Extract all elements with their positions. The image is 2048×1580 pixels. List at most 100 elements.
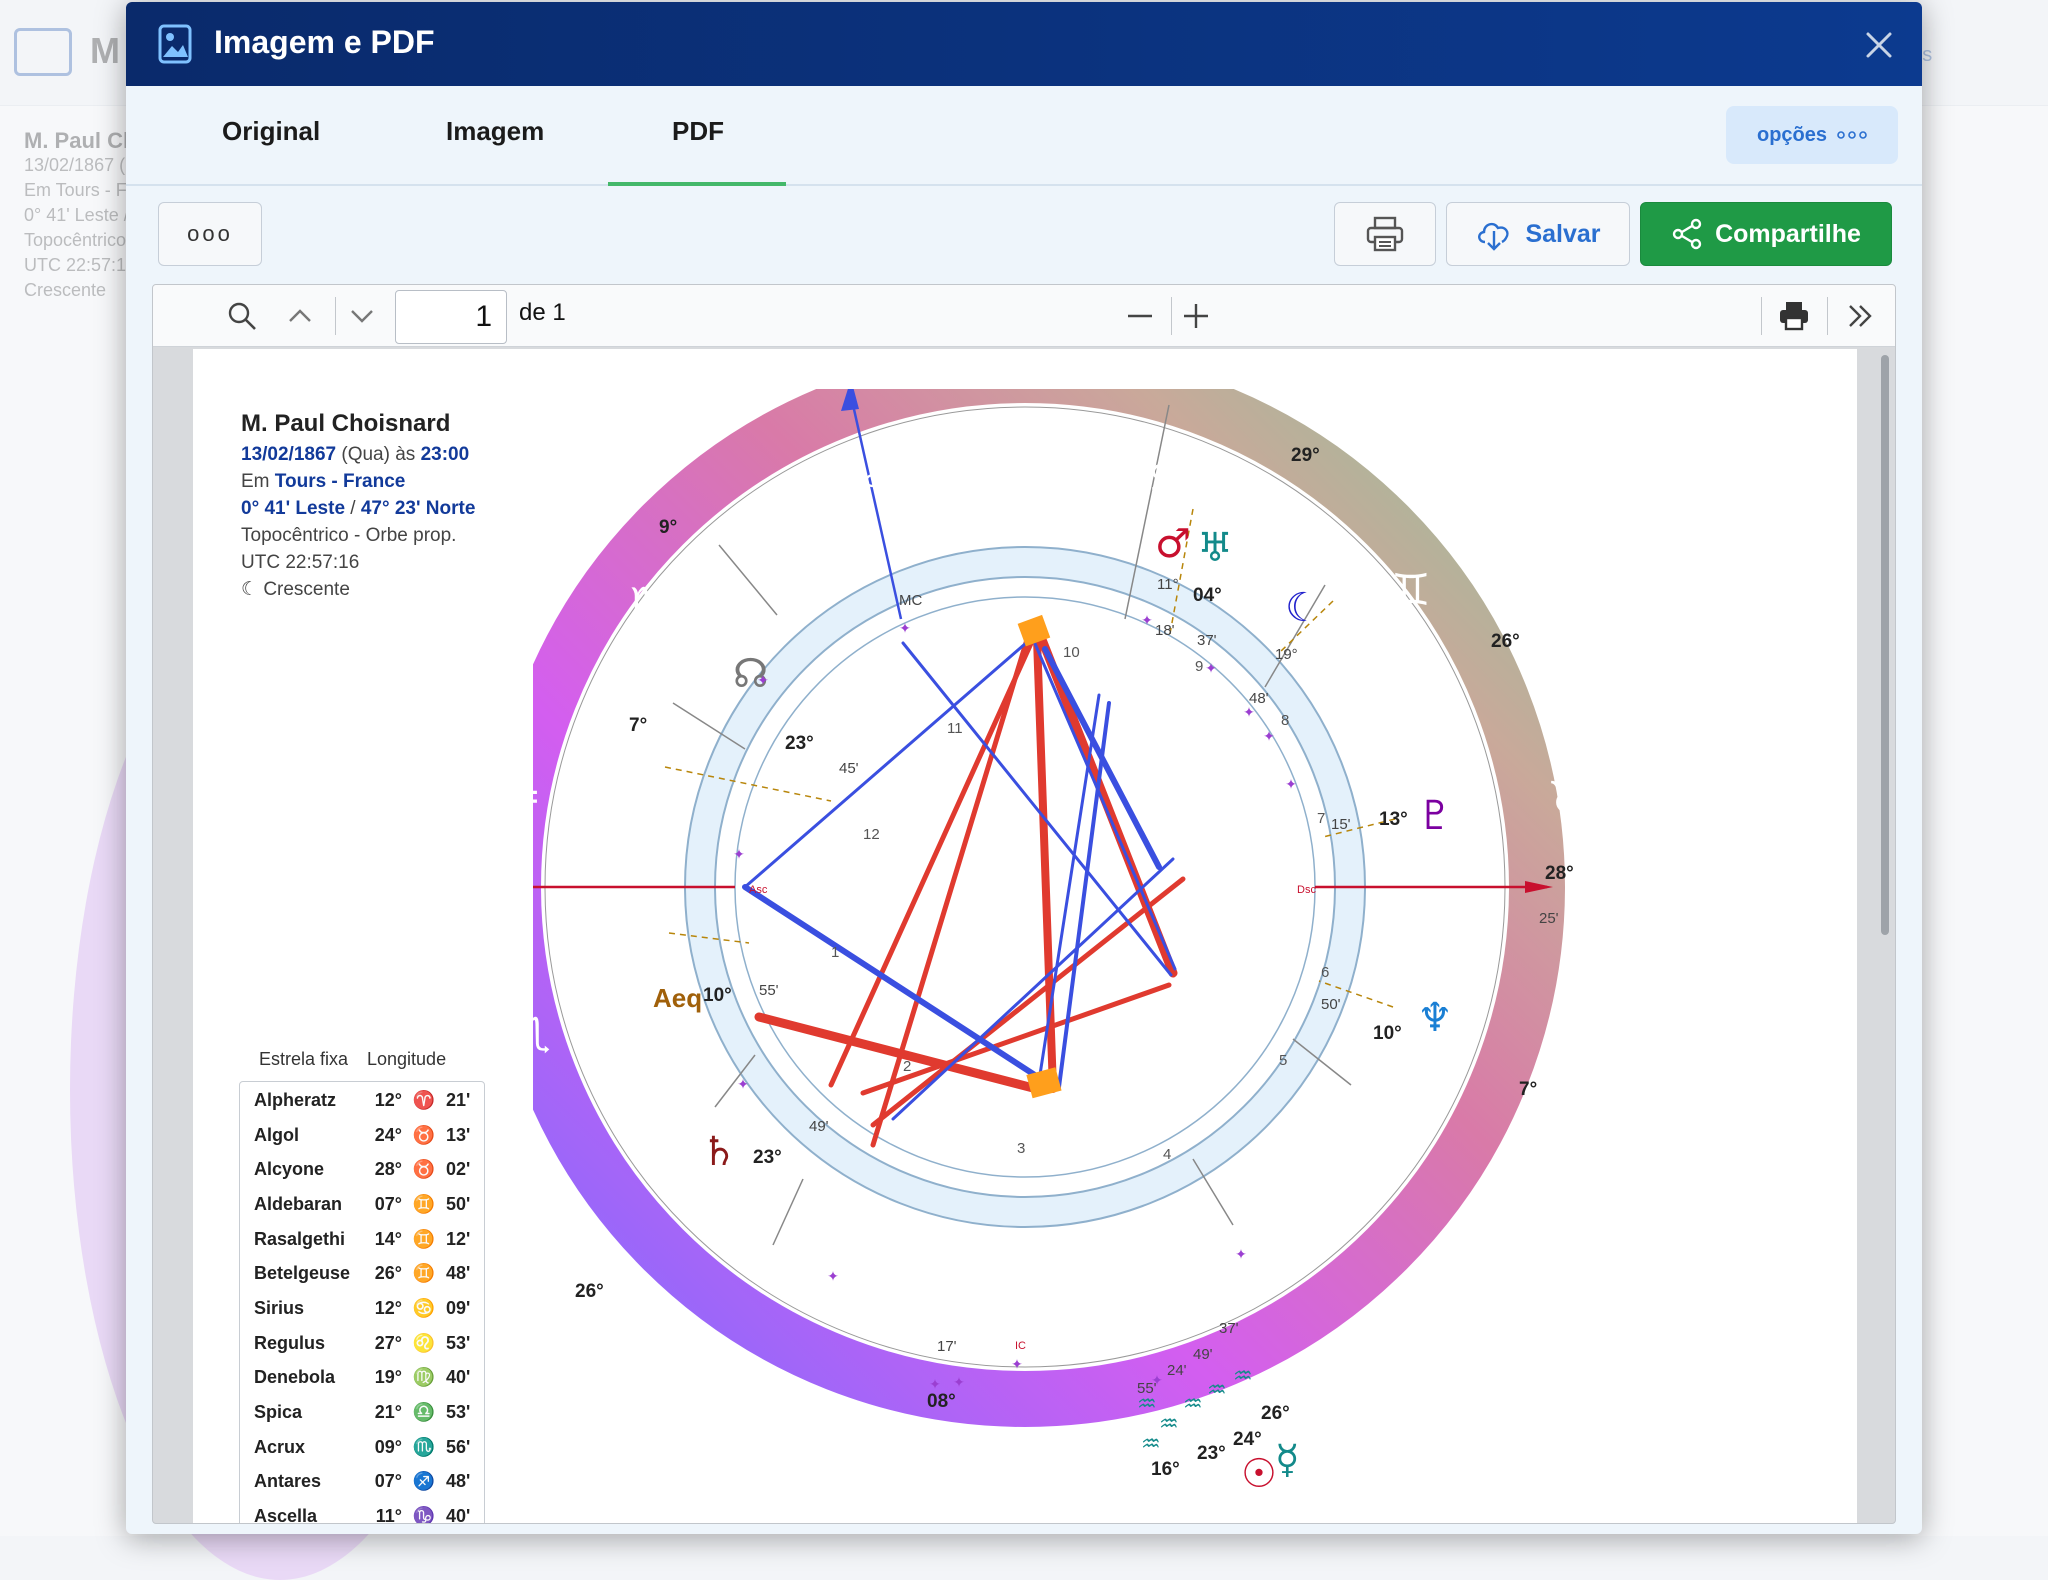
share-label: Compartilhe [1715,220,1861,249]
scorpio-glyph: ♏ [533,1009,551,1060]
ic-label: IC [1015,1340,1026,1352]
fixed-star-sign: ♑ [408,1500,440,1524]
fixed-star-deg: 07° [364,1466,406,1499]
cancer-glyph: ♋ [1147,453,1186,504]
utc-line: UTC 22:57:16 [241,549,475,576]
person-name: M. Paul Choisnard [241,407,475,441]
share-button[interactable]: Compartilhe [1640,202,1892,266]
chart-info: M. Paul Choisnard 13/02/1867 (Qua) às 23… [241,407,475,603]
house-number: 4 [1163,1146,1171,1163]
house-number: 3 [1017,1140,1025,1157]
uranus-minute-label: 37' [1197,632,1217,649]
virgo-glyph: ♍ [629,579,668,630]
mercury-glyph: ☿ [1275,1437,1300,1483]
svg-text:♒: ♒ [1141,1432,1161,1457]
tab-imagem[interactable]: Imagem [446,116,544,147]
saturn-minute-label: 49' [809,1118,829,1135]
leo-glyph: ♌ [859,453,898,504]
fixed-star-name: Ascella [242,1500,362,1524]
moon-phase-icon: ☾ [241,579,263,600]
options-label: opções [1757,124,1827,147]
close-icon[interactable] [1862,28,1896,62]
fixed-star-sign: ♉ [408,1119,440,1152]
fixed-star-min: 13' [442,1119,482,1152]
sun-glyph: ☉ [1241,1451,1277,1497]
tab-pdf[interactable]: PDF [672,116,724,147]
svg-text:✦: ✦ [1205,661,1217,677]
house-number: 11 [947,720,963,737]
fixed-star-min: 40' [442,1362,482,1395]
chevrons-right-icon[interactable] [1843,299,1877,333]
fixed-star-name: Rasalgethi [242,1223,362,1256]
search-icon[interactable] [225,299,259,333]
svg-text:✦: ✦ [733,847,745,863]
previous-page-icon[interactable] [283,299,317,333]
fixed-star-sign: ♊ [408,1257,440,1290]
more-button[interactable]: ooo [158,202,262,266]
minute-label: 37' [1219,1320,1239,1337]
pluto-glyph: ♇ [1417,793,1453,839]
mercury-degree-label: 24° [1233,1429,1262,1450]
tab-original[interactable]: Original [222,116,320,147]
page-number-input[interactable]: 1 [395,290,507,344]
viewer-scrollbar[interactable] [1881,355,1889,935]
fixed-star-sign: ♏ [408,1431,440,1464]
fixed-star-min: 48' [442,1466,482,1499]
aries-glyph: ♈ [1545,1021,1584,1072]
fixed-star-min: 53' [442,1327,482,1360]
fixed-star-name: Sirius [242,1292,362,1325]
next-page-icon[interactable] [345,299,379,333]
venus-degree-label: 26° [1261,1403,1290,1424]
jupiter-degree-label: 08° [927,1391,956,1412]
fixed-star-min: 56' [442,1431,482,1464]
print-button[interactable] [1334,202,1436,266]
moon-phase-line: ☾ Crescente [241,576,475,603]
dialog-toolbar: ooo Salvar Compar [126,188,1922,282]
svg-text:✦: ✦ [1141,613,1153,629]
fixed-star-deg: 19° [364,1362,406,1395]
options-button[interactable]: opções [1726,106,1898,164]
moon-degree-label: 19° [1275,646,1298,663]
pluto-degree-label: 13° [1379,809,1408,830]
save-button[interactable]: Salvar [1446,202,1630,266]
minute-label: 49' [1193,1346,1213,1363]
jupiter-minute-label: 17' [937,1338,957,1355]
aeq-minute-label: 55' [759,982,779,999]
svg-text:✦: ✦ [899,621,911,637]
svg-text:✦: ✦ [1011,1357,1023,1373]
print-icon[interactable] [1777,299,1811,333]
fixed-star-deg: 11° [364,1500,406,1524]
fixed-star-deg: 12° [364,1084,406,1117]
svg-text:✦: ✦ [1243,705,1255,721]
fixed-star-min: 50' [442,1188,482,1221]
zoom-in-icon[interactable] [1179,299,1213,333]
fixed-star-name: Antares [242,1466,362,1499]
fixed-star-sign: ♊ [408,1188,440,1221]
fixed-star-name: Alcyone [242,1153,362,1186]
fixed-star-sign: ♌ [408,1327,440,1360]
printer-icon [1366,216,1404,252]
moon-minute-label: 48' [1249,690,1269,707]
background-title: M [90,30,120,72]
fixed-star-name: Denebola [242,1362,362,1395]
fixed-star-min: 21' [442,1084,482,1117]
saturn-degree-label: 23° [753,1147,782,1168]
fixed-star-name: Regulus [242,1327,362,1360]
zoom-out-icon[interactable] [1123,299,1157,333]
separator [335,297,336,335]
pisces-glyph: ♓ [1419,1293,1458,1344]
image-pdf-dialog: Imagem e PDF Original Imagem PDF opções … [126,2,1922,1534]
separator [1761,297,1762,335]
cloud-download-icon [1475,217,1513,251]
fixed-star-deg: 21° [364,1396,406,1429]
uranus-glyph: ♅ [1197,525,1233,571]
page-count-label: de 1 [519,299,566,327]
house-number: 1 [831,944,839,961]
house-number: 7 [1317,810,1325,827]
